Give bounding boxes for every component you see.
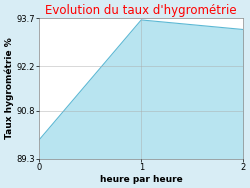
Title: Evolution du taux d'hygrométrie: Evolution du taux d'hygrométrie	[46, 4, 237, 17]
X-axis label: heure par heure: heure par heure	[100, 175, 182, 184]
Y-axis label: Taux hygrométrie %: Taux hygrométrie %	[4, 38, 14, 139]
